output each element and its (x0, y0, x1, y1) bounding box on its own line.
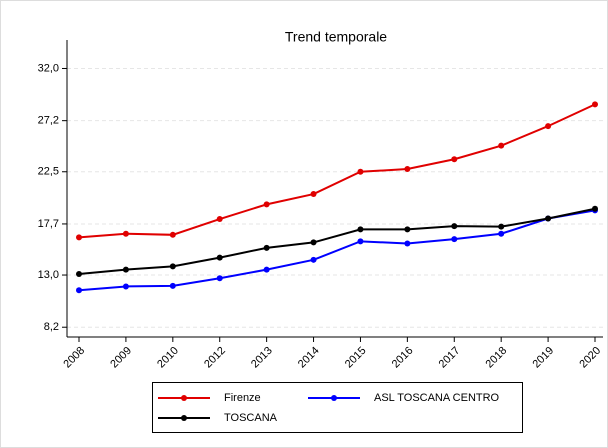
data-point (498, 230, 505, 237)
data-point (169, 282, 176, 289)
data-point (169, 263, 176, 270)
data-point (310, 191, 317, 198)
chart-title: Trend temporale (285, 29, 387, 45)
legend-label: Firenze (224, 392, 261, 404)
y-tick-label: 27,2 (38, 115, 59, 127)
data-point (592, 205, 598, 212)
data-point (404, 166, 411, 173)
data-point (451, 223, 458, 230)
data-point (404, 226, 411, 233)
data-point (263, 244, 270, 251)
data-point (404, 240, 411, 247)
data-point (451, 236, 458, 243)
data-point (216, 254, 223, 261)
legend-label: TOSCANA (224, 412, 278, 424)
series-line (78, 209, 596, 292)
data-point (357, 168, 364, 175)
data-point (310, 239, 317, 246)
legend (152, 382, 523, 433)
data-point (122, 230, 129, 237)
y-tick-label: 17,7 (38, 218, 59, 230)
data-point (498, 142, 505, 149)
data-point (357, 238, 364, 245)
data-point (169, 231, 176, 238)
data-point (263, 266, 270, 273)
data-point (545, 123, 552, 130)
y-tick-label: 22,5 (38, 166, 59, 178)
data-point (122, 266, 129, 273)
data-point (216, 216, 223, 223)
data-point (76, 287, 82, 294)
data-point (592, 101, 598, 108)
data-point (545, 215, 552, 222)
legend-label: ASL TOSCANA CENTRO (374, 392, 500, 404)
series-line (78, 103, 596, 239)
data-point (216, 275, 223, 282)
data-point (451, 156, 458, 163)
data-point (263, 201, 270, 208)
data-point (76, 270, 82, 277)
legend-marker (181, 395, 187, 401)
data-point (310, 256, 317, 263)
data-point (76, 234, 82, 241)
y-tick-label: 13,0 (38, 269, 59, 281)
y-tick-label: 32,0 (38, 62, 59, 74)
y-tick-label: 8,2 (44, 321, 59, 333)
data-point (122, 283, 129, 290)
legend-marker (331, 395, 337, 401)
legend-marker (181, 415, 187, 421)
data-point (498, 223, 505, 230)
data-point (357, 226, 364, 233)
series-line (78, 207, 596, 275)
